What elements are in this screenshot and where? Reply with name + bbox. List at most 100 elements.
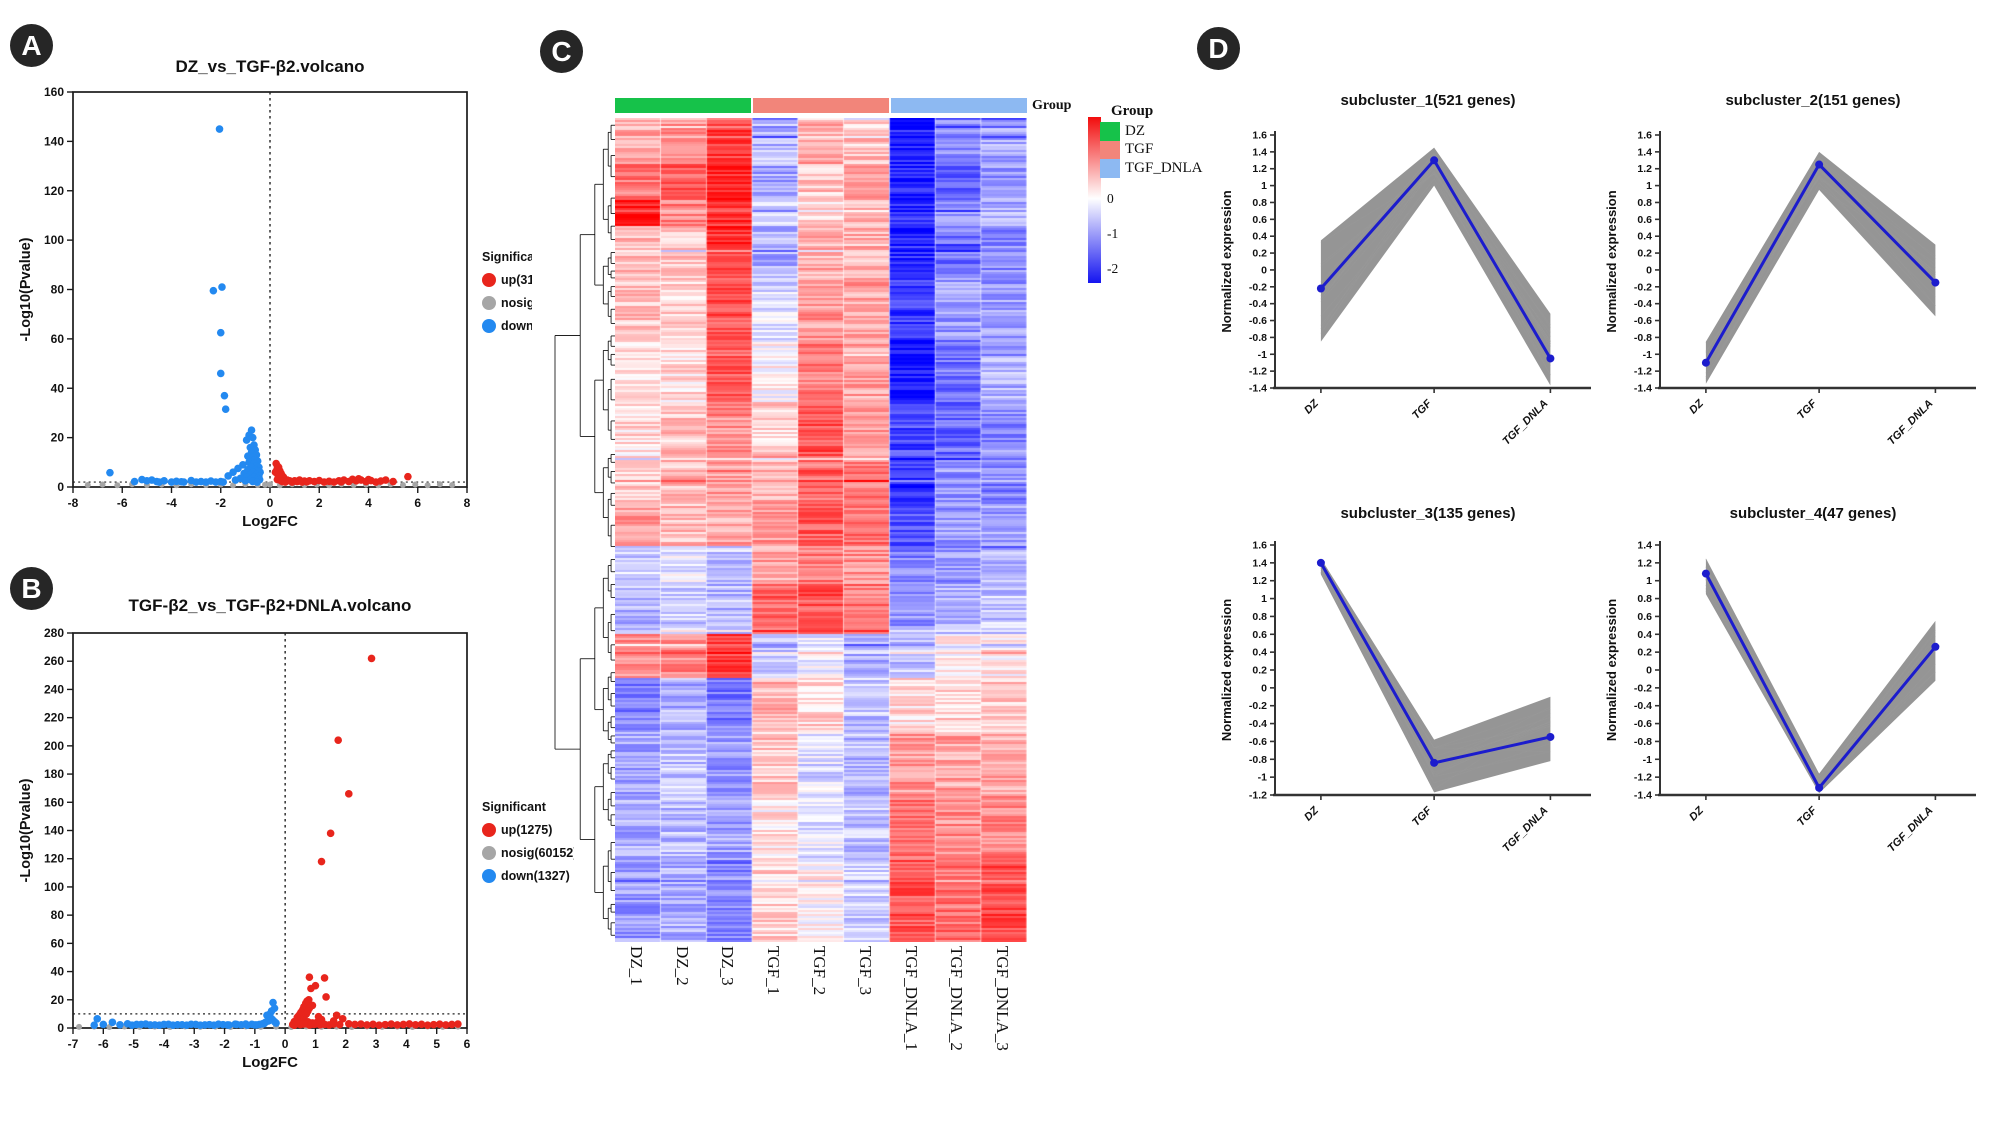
- legend-item: up(1275): [482, 823, 574, 837]
- data-point-nosig: [262, 481, 269, 488]
- data-point-down: [214, 1020, 223, 1028]
- x-tick-label: -1: [250, 1037, 261, 1051]
- heatmap-legend-item: TGF: [1100, 140, 1203, 159]
- data-point: [1430, 758, 1439, 767]
- data-point-down: [202, 478, 210, 486]
- legend-item: nosig(60152): [482, 846, 574, 860]
- y-tick-label: -0.4: [1249, 718, 1267, 730]
- legend-item: down: [482, 319, 532, 333]
- y-tick-label: 0.2: [1252, 665, 1267, 677]
- dendrogram: [554, 124, 615, 936]
- data-point: [1316, 284, 1325, 293]
- data-point-up: [345, 1019, 353, 1028]
- normalized-expression-label: Normalized expression: [1219, 190, 1234, 332]
- heatmap-legend-item: DZ: [1100, 122, 1203, 141]
- heatmap-column-label: TGF_2: [810, 946, 829, 996]
- data-point-up: [334, 736, 342, 745]
- data-point-down: [209, 286, 218, 295]
- y-tick-label: 1.2: [1252, 575, 1267, 587]
- data-point-up: [417, 1020, 426, 1029]
- data-point-up: [381, 476, 390, 484]
- data-point-up: [281, 478, 290, 486]
- data-point-up: [393, 1021, 402, 1029]
- heatmap-legend-swatch: [1100, 159, 1120, 178]
- legend-item: down(1327): [482, 869, 574, 883]
- x-tick-label: 6: [464, 1037, 471, 1051]
- volcano-a-legend: Significa up(31 nosig down: [482, 250, 532, 365]
- data-point-down: [155, 478, 163, 486]
- legend-item: nosig: [482, 296, 532, 310]
- y-tick-label: 0.2: [1252, 248, 1267, 260]
- volcano-a-plot: DZ_vs_TGF-β2.volcano02040608010012014016…: [18, 57, 471, 530]
- band-streak: [1320, 564, 1551, 753]
- y-tick-label: 0.4: [1637, 629, 1652, 641]
- confidence-band: [1320, 558, 1551, 793]
- data-point-up: [423, 1021, 432, 1029]
- band-streak: [1705, 177, 1936, 343]
- heatmap-legend-label: TGF: [1125, 141, 1154, 158]
- data-point-down: [215, 125, 224, 133]
- y-tick-label: 200: [44, 739, 64, 753]
- y-tick-label: -0.4: [1634, 298, 1652, 310]
- data-point-down: [242, 436, 251, 444]
- y-tick-label: 60: [51, 936, 65, 950]
- heatmap-group-bar: [615, 98, 1027, 113]
- band-streak: [1705, 187, 1936, 374]
- data-point-down: [248, 433, 257, 442]
- data-point-nosig: [84, 482, 91, 489]
- y-tick-label: 1.2: [1637, 557, 1652, 569]
- data-point-nosig: [230, 482, 237, 489]
- heatmap-canvas: [615, 118, 1027, 942]
- data-point-down: [90, 1021, 99, 1029]
- subplot-title: subcluster_4(47 genes): [1730, 505, 1897, 522]
- y-tick-label: -1.2: [1634, 772, 1652, 784]
- y-tick-label: 0: [1261, 264, 1267, 276]
- legend-dot-icon: [482, 273, 496, 287]
- x-tick-label: 4: [403, 1037, 410, 1051]
- y-tick-label: -1: [1643, 349, 1652, 361]
- y-tick-label: -0.2: [1249, 700, 1267, 712]
- y-tick-label: 1.2: [1637, 163, 1652, 175]
- y-tick-label: -1.4: [1249, 383, 1267, 395]
- y-tick-label: -1.4: [1634, 790, 1652, 802]
- data-point-up: [387, 1020, 396, 1028]
- heatmap-legend-swatch: [1100, 140, 1120, 159]
- data-point-down: [132, 1020, 141, 1029]
- data-point-down: [116, 1020, 124, 1029]
- data-point: [1931, 278, 1940, 287]
- heatmap-legend-label: DZ: [1125, 122, 1145, 139]
- data-point: [1815, 160, 1824, 169]
- data-point-down: [93, 1015, 102, 1023]
- category-tick-label: DZ: [1302, 397, 1322, 417]
- data-point-down: [123, 1019, 132, 1028]
- data-point-down: [192, 478, 200, 486]
- y-tick-label: 1.6: [1252, 130, 1267, 142]
- y-tick-label: 0.2: [1637, 248, 1652, 260]
- category-tick-label: TGF: [1410, 397, 1434, 421]
- data-point-up: [454, 1020, 462, 1028]
- data-point-up: [290, 1021, 299, 1029]
- y-tick-label: 0.8: [1637, 197, 1652, 209]
- band-streak: [1320, 562, 1551, 775]
- y-tick-label: 1: [1261, 180, 1267, 192]
- data-point-down: [253, 478, 261, 486]
- data-point-up: [435, 1020, 444, 1028]
- y-tick-label: 1.4: [1252, 557, 1267, 569]
- data-point-up: [320, 974, 329, 982]
- data-point-up: [326, 829, 335, 838]
- data-point: [1546, 354, 1555, 363]
- y-tick-label: 0.8: [1252, 611, 1267, 623]
- category-tick-label: DZ: [1302, 804, 1322, 824]
- y-tick-label: 0: [1646, 264, 1652, 276]
- data-point-down: [169, 1021, 177, 1029]
- volcano-b-plot: TGF-β2_vs_TGF-β2+DNLA.volcano02040608010…: [18, 596, 471, 1071]
- volcano-b-legend: Significant up(1275) nosig(60152) down(1327…: [482, 800, 574, 915]
- panel-d-badge: D: [1197, 27, 1240, 70]
- y-tick-label: 1: [1646, 180, 1652, 192]
- data-point-down: [187, 1020, 195, 1029]
- y-tick-label: 180: [44, 767, 64, 781]
- data-point-up: [357, 1020, 365, 1028]
- heatmap-legend-swatch: [1100, 122, 1120, 141]
- category-tick-label: DZ: [1687, 804, 1707, 824]
